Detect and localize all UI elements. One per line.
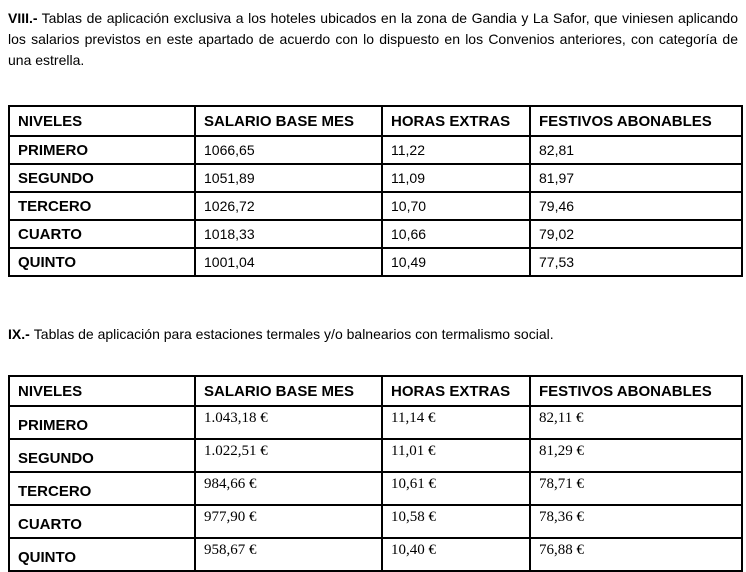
column-header-festivos: FESTIVOS ABONABLES <box>529 105 743 137</box>
salary-table-hoteles-gandia: NIVELES SALARIO BASE MES HORAS EXTRAS FE… <box>8 105 743 277</box>
value-cell: 1.043,18 € <box>194 405 383 440</box>
value-cell: 1051,89 <box>194 163 383 193</box>
table-row: CUARTO 977,90 € 10,58 € 78,36 € <box>8 504 743 539</box>
value-cell: 78,36 € <box>529 504 743 539</box>
section-viii-paragraph: VIII.- Tablas de aplicación exclusiva a l… <box>8 8 738 71</box>
level-cell: CUARTO <box>8 504 196 539</box>
level-cell: TERCERO <box>8 191 196 221</box>
section-ix-text: Tablas de aplicación para estaciones ter… <box>33 326 554 342</box>
table-row: CUARTO 1018,33 10,66 79,02 <box>8 219 743 249</box>
level-cell: SEGUNDO <box>8 163 196 193</box>
column-header-salario-base: SALARIO BASE MES <box>194 105 383 137</box>
table-row: QUINTO 1001,04 10,49 77,53 <box>8 247 743 277</box>
level-cell: TERCERO <box>8 471 196 506</box>
level-cell: PRIMERO <box>8 405 196 440</box>
table-header-row: NIVELES SALARIO BASE MES HORAS EXTRAS FE… <box>8 375 743 407</box>
column-header-niveles: NIVELES <box>8 105 196 137</box>
level-cell: PRIMERO <box>8 135 196 165</box>
salary-table-balnearios: NIVELES SALARIO BASE MES HORAS EXTRAS FE… <box>8 375 743 572</box>
level-cell: CUARTO <box>8 219 196 249</box>
column-header-festivos: FESTIVOS ABONABLES <box>529 375 743 407</box>
value-cell: 1018,33 <box>194 219 383 249</box>
value-cell: 79,46 <box>529 191 743 221</box>
value-cell: 82,81 <box>529 135 743 165</box>
value-cell: 81,97 <box>529 163 743 193</box>
value-cell: 1026,72 <box>194 191 383 221</box>
table-row: SEGUNDO 1051,89 11,09 81,97 <box>8 163 743 193</box>
table-row: PRIMERO 1066,65 11,22 82,81 <box>8 135 743 165</box>
value-cell: 81,29 € <box>529 438 743 473</box>
section-ix-marker: IX.- <box>8 326 30 342</box>
value-cell: 82,11 € <box>529 405 743 440</box>
column-header-horas-extras: HORAS EXTRAS <box>381 375 531 407</box>
value-cell: 10,40 € <box>381 537 531 572</box>
value-cell: 11,09 <box>381 163 531 193</box>
column-header-niveles: NIVELES <box>8 375 196 407</box>
value-cell: 78,71 € <box>529 471 743 506</box>
table-header-row: NIVELES SALARIO BASE MES HORAS EXTRAS FE… <box>8 105 743 137</box>
table-row: QUINTO 958,67 € 10,40 € 76,88 € <box>8 537 743 572</box>
value-cell: 1001,04 <box>194 247 383 277</box>
value-cell: 984,66 € <box>194 471 383 506</box>
table-row: TERCERO 1026,72 10,70 79,46 <box>8 191 743 221</box>
value-cell: 977,90 € <box>194 504 383 539</box>
table-row: PRIMERO 1.043,18 € 11,14 € 82,11 € <box>8 405 743 440</box>
value-cell: 10,70 <box>381 191 531 221</box>
section-viii-text: Tablas de aplicación exclusiva a los hot… <box>8 10 738 68</box>
value-cell: 77,53 <box>529 247 743 277</box>
value-cell: 11,01 € <box>381 438 531 473</box>
table-row: SEGUNDO 1.022,51 € 11,01 € 81,29 € <box>8 438 743 473</box>
column-header-salario-base: SALARIO BASE MES <box>194 375 383 407</box>
table-row: TERCERO 984,66 € 10,61 € 78,71 € <box>8 471 743 506</box>
section-viii-marker: VIII.- <box>8 10 38 26</box>
level-cell: SEGUNDO <box>8 438 196 473</box>
level-cell: QUINTO <box>8 537 196 572</box>
value-cell: 10,66 <box>381 219 531 249</box>
column-header-horas-extras: HORAS EXTRAS <box>381 105 531 137</box>
value-cell: 11,22 <box>381 135 531 165</box>
value-cell: 1066,65 <box>194 135 383 165</box>
level-cell: QUINTO <box>8 247 196 277</box>
value-cell: 1.022,51 € <box>194 438 383 473</box>
value-cell: 10,58 € <box>381 504 531 539</box>
value-cell: 11,14 € <box>381 405 531 440</box>
document-page: VIII.- Tablas de aplicación exclusiva a l… <box>8 8 743 572</box>
value-cell: 958,67 € <box>194 537 383 572</box>
value-cell: 79,02 <box>529 219 743 249</box>
value-cell: 76,88 € <box>529 537 743 572</box>
value-cell: 10,61 € <box>381 471 531 506</box>
value-cell: 10,49 <box>381 247 531 277</box>
section-ix-paragraph: IX.- Tablas de aplicación para estaciones… <box>8 324 738 345</box>
